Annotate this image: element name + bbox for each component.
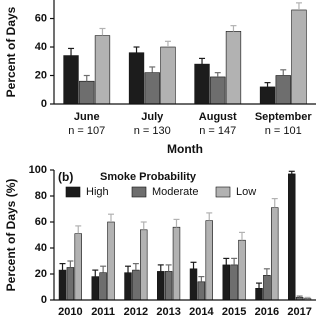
legend-swatch (215, 186, 231, 198)
y-tick-label: 20 (35, 69, 47, 81)
bar (164, 271, 173, 301)
legend-swatch (65, 186, 81, 198)
bar (124, 272, 132, 301)
bar (255, 287, 263, 301)
x-tick-label: 2010 (58, 306, 82, 318)
bar (271, 207, 279, 301)
x-tick-label: 2016 (255, 306, 279, 318)
y-tick-label: 0 (41, 294, 47, 306)
bar (144, 72, 160, 105)
bar (259, 86, 276, 105)
x-tick-label: 2017 (287, 306, 311, 318)
bar (263, 274, 271, 301)
y-tick-label: 40 (35, 41, 47, 53)
category-note: n = 130 (134, 125, 171, 137)
bar (157, 271, 165, 301)
y-axis-label: Percent of Days (%) (4, 179, 18, 292)
y-tick-label: 60 (35, 12, 47, 24)
bar (58, 269, 67, 301)
bar (99, 272, 107, 301)
bar (230, 264, 238, 301)
category-note: n = 147 (199, 125, 236, 137)
x-tick-label: 2012 (124, 306, 148, 318)
bar (189, 268, 198, 301)
panel-label: (b) (58, 170, 73, 184)
x-tick-label: September (255, 111, 313, 123)
bar (107, 221, 115, 301)
legend-label: Low (236, 186, 256, 198)
bar (238, 239, 246, 301)
bar (197, 281, 206, 301)
bar (291, 9, 307, 105)
bar (66, 267, 75, 301)
bar (222, 264, 230, 301)
bar (91, 276, 99, 301)
bar (74, 233, 82, 301)
legend-label: High (86, 186, 109, 198)
bar (205, 220, 213, 301)
x-axis-label: Month (167, 142, 203, 156)
legend-swatch (131, 186, 147, 198)
y-tick-label: 40 (35, 242, 47, 254)
y-tick-label: 60 (35, 216, 47, 228)
x-tick-label: June (74, 111, 100, 123)
bar (63, 55, 79, 105)
bar (210, 76, 226, 105)
bar (275, 75, 291, 105)
x-tick-label: 2011 (91, 306, 115, 318)
legend-title: Smoke Probability (100, 171, 197, 183)
bar (194, 63, 210, 105)
y-tick-label: 0 (41, 98, 47, 110)
x-tick-label: 2014 (189, 306, 214, 318)
bar (225, 31, 242, 105)
bar (288, 173, 296, 301)
bar (94, 35, 111, 105)
x-tick-label: 2015 (222, 306, 246, 318)
bar (160, 46, 176, 105)
bar (132, 269, 140, 301)
category-note: n = 101 (265, 125, 302, 137)
x-tick-label: July (141, 111, 164, 123)
bar (128, 52, 145, 105)
y-tick-label: 80 (35, 190, 47, 202)
bar (172, 226, 181, 301)
x-tick-label: 2013 (156, 306, 180, 318)
bar (140, 229, 148, 301)
y-axis-label: Percent of Days (4, 6, 18, 97)
bar (79, 80, 95, 105)
x-tick-label: August (199, 111, 237, 123)
y-tick-label: 100 (29, 164, 47, 176)
legend-label: Moderate (152, 186, 198, 198)
category-note: n = 107 (68, 125, 105, 137)
y-tick-label: 20 (35, 268, 47, 280)
